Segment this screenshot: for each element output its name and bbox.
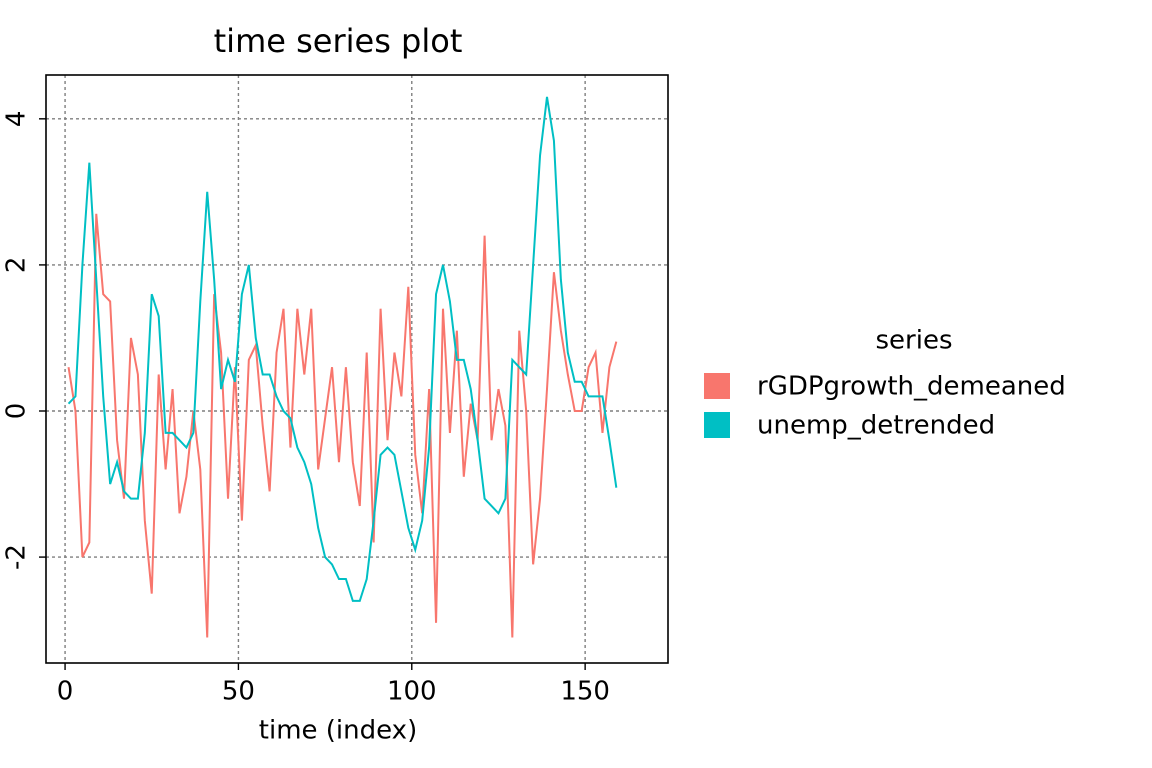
legend-label: rGDPgrowth_demeaned: [757, 372, 1066, 402]
x-tick-label: 100: [387, 677, 437, 707]
y-tick-label: 4: [2, 111, 32, 128]
y-tick-label: 0: [2, 403, 32, 420]
legend-swatch: [704, 373, 730, 399]
x-tick-label: 150: [560, 677, 610, 707]
chart-title: time series plot: [214, 22, 463, 60]
line-series: [67, 213, 618, 638]
x-tick-label: 50: [222, 677, 255, 707]
line-series: [67, 96, 618, 602]
y-tick-label: 2: [2, 257, 32, 274]
plot-border: [45, 74, 669, 664]
x-tick-label: 0: [57, 677, 74, 707]
legend-label: unemp_detrended: [757, 411, 995, 441]
y-tick-label: -2: [2, 544, 32, 570]
legend-title: series: [876, 326, 953, 356]
x-axis-label: time (index): [259, 716, 417, 746]
legend-swatch: [704, 412, 730, 438]
